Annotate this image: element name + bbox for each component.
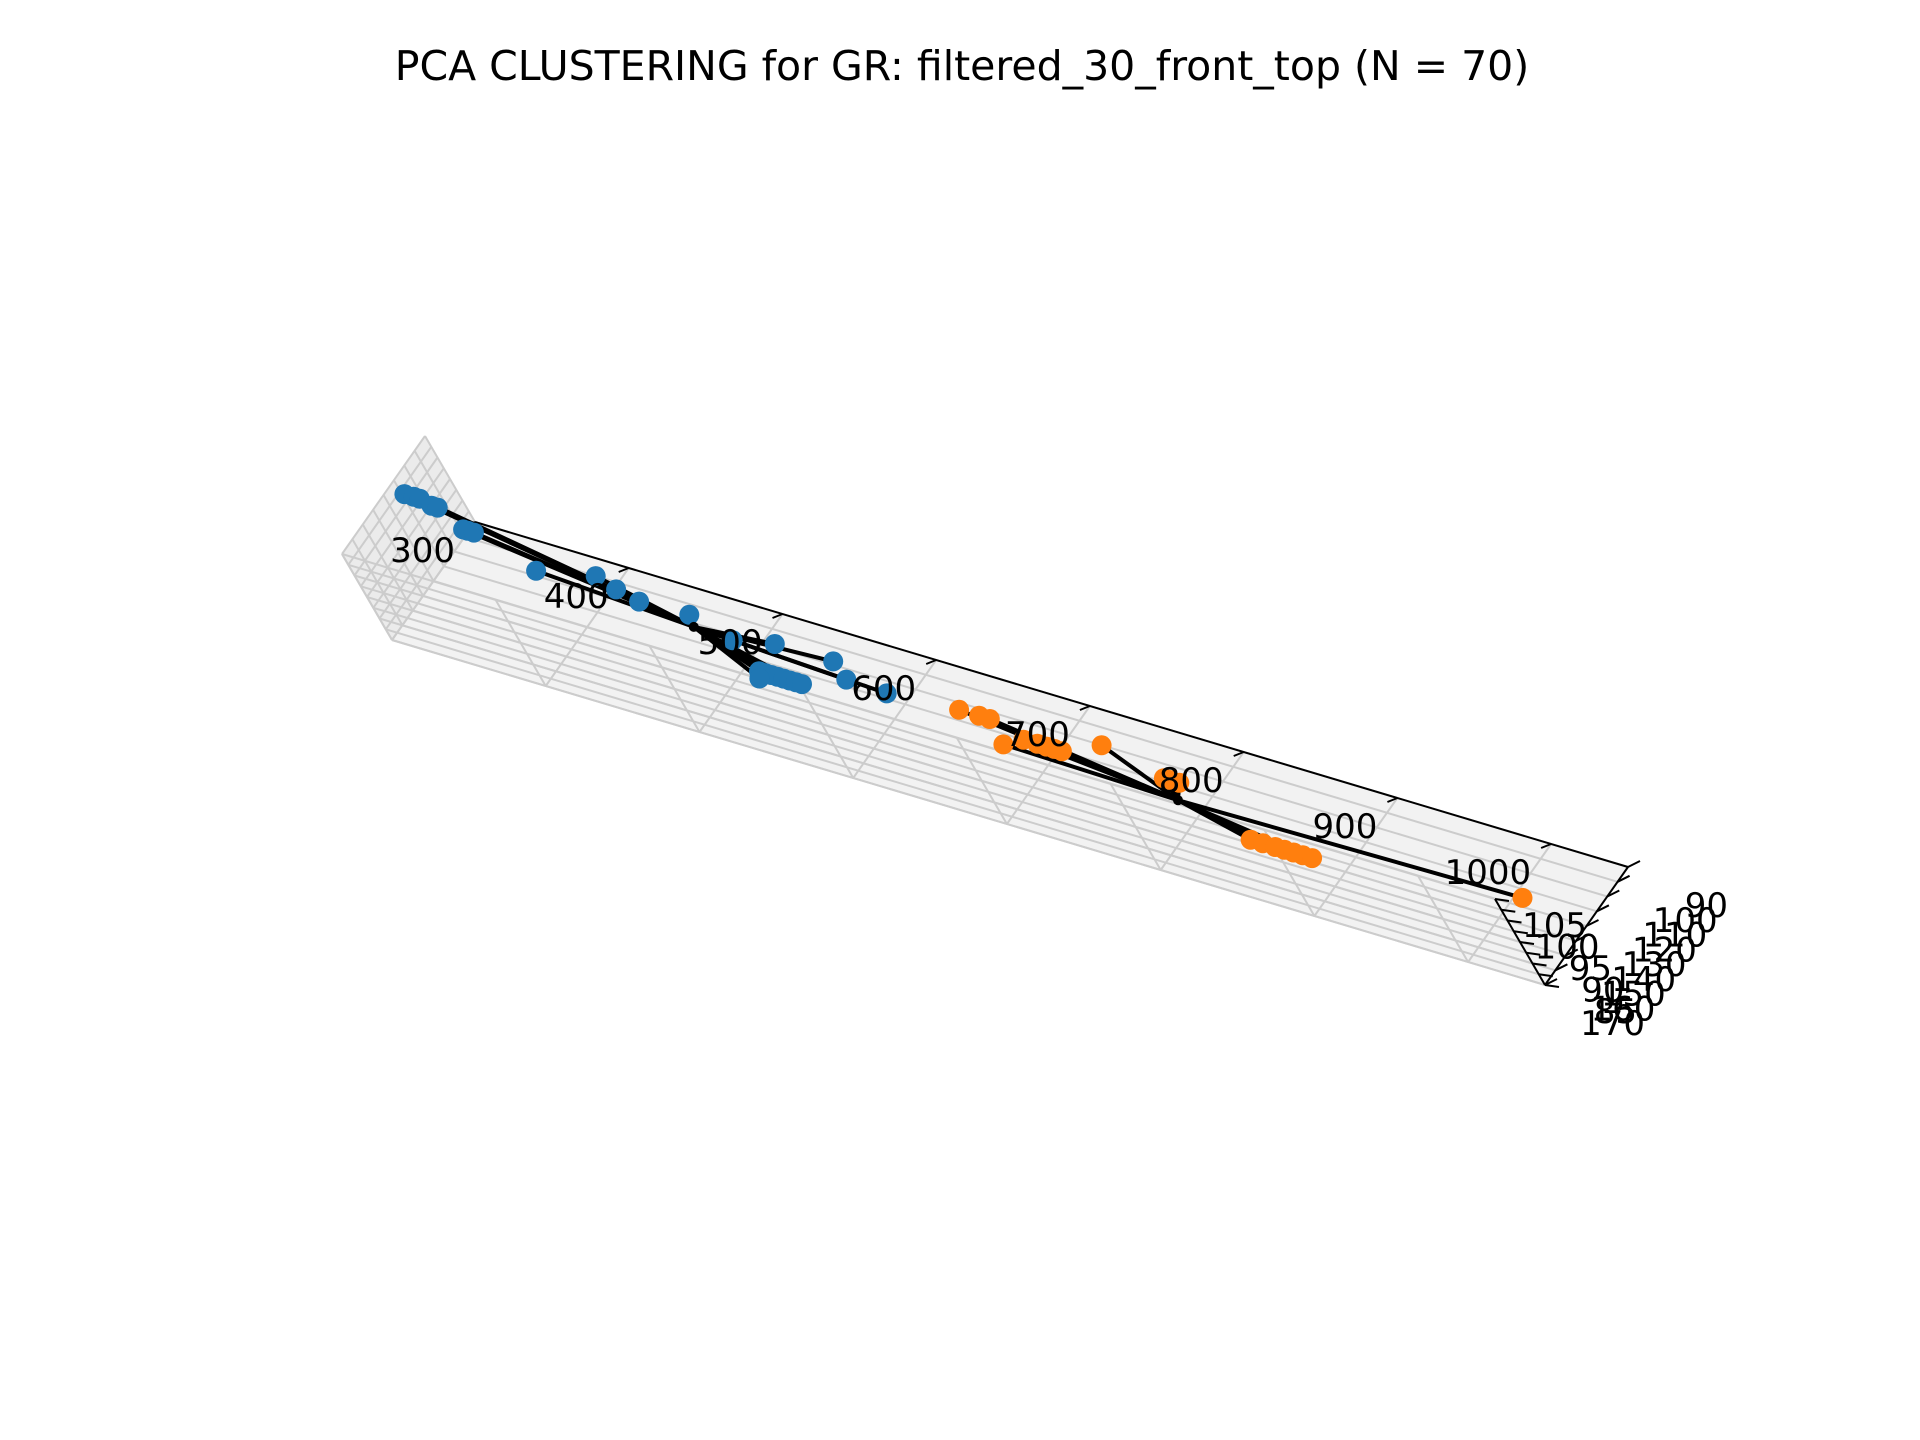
y-gridline bbox=[464, 535, 1618, 883]
cluster-1-point bbox=[1512, 887, 1533, 908]
z-tick-mark bbox=[1532, 962, 1547, 967]
cluster-0-point bbox=[606, 579, 627, 600]
x-tick-label: 900 bbox=[1312, 807, 1377, 847]
cluster-0-point bbox=[526, 560, 547, 581]
y-tick-label: 150 bbox=[1601, 975, 1666, 1015]
cluster-1-point bbox=[1302, 848, 1323, 869]
x-axis-line bbox=[474, 521, 1629, 868]
z-tick-mark bbox=[1544, 984, 1560, 988]
x-tick-mark bbox=[1233, 751, 1245, 757]
z-gridline bbox=[378, 499, 464, 620]
cluster-edge bbox=[1002, 742, 1179, 803]
axes bbox=[464, 521, 1641, 988]
z-tick-label: 95 bbox=[1569, 949, 1612, 989]
cluster-0-point bbox=[427, 497, 448, 518]
z-tick-label: 90 bbox=[1581, 971, 1624, 1011]
z-gridline bbox=[391, 639, 1546, 986]
tick-labels: 3004005006007008009001000901001101201301… bbox=[390, 531, 1728, 1044]
x-tick-mark bbox=[1540, 843, 1552, 849]
y-tick-label: 130 bbox=[1622, 945, 1687, 985]
z-tick-mark bbox=[1538, 973, 1553, 978]
cluster-0-point bbox=[764, 634, 785, 654]
y-tick-label: 160 bbox=[1590, 989, 1655, 1029]
z-gridline bbox=[354, 574, 1508, 922]
x-tick-label: 600 bbox=[851, 669, 916, 709]
z-tick-mark bbox=[1494, 898, 1510, 902]
cluster-1-point bbox=[1091, 735, 1112, 756]
z-gridline bbox=[379, 617, 1533, 965]
z-tick-label: 85 bbox=[1594, 992, 1637, 1032]
cluster-0-point bbox=[749, 668, 770, 689]
y-tick-label: 110 bbox=[1642, 916, 1707, 956]
y-tick-label: 170 bbox=[1580, 1004, 1645, 1044]
cluster-0-point bbox=[463, 522, 484, 543]
cluster-0-point bbox=[836, 669, 857, 690]
x-tick-label: 700 bbox=[1005, 715, 1070, 755]
y-tick-mark bbox=[1606, 889, 1620, 898]
cluster-0-point bbox=[722, 630, 743, 651]
x-tick-mark bbox=[1079, 705, 1091, 711]
z-gridline bbox=[347, 446, 433, 566]
y-tick-mark bbox=[1544, 978, 1558, 986]
z-gridline bbox=[373, 606, 1527, 954]
z-gridline bbox=[341, 553, 1496, 900]
y-tick-mark bbox=[1617, 874, 1631, 883]
y-tick-mark bbox=[1586, 919, 1599, 927]
z-gridline bbox=[348, 563, 1502, 911]
y-tick-mark bbox=[1565, 948, 1579, 957]
cluster-1-point bbox=[1051, 741, 1072, 762]
centroid-1 bbox=[1173, 795, 1183, 806]
x-tick-mark bbox=[1387, 797, 1398, 803]
cluster-0-point bbox=[585, 566, 606, 587]
y-tick-mark bbox=[1627, 860, 1641, 868]
cluster-edge bbox=[692, 625, 761, 681]
cluster-0-point bbox=[679, 604, 700, 625]
data-points bbox=[394, 484, 1533, 908]
y-tick-mark bbox=[1596, 904, 1610, 913]
z-tick-mark bbox=[1519, 941, 1535, 945]
z-tick-mark bbox=[1526, 951, 1541, 956]
z-gridline bbox=[360, 585, 1515, 933]
z-tick-mark bbox=[1501, 908, 1516, 913]
cluster-centroids bbox=[688, 621, 1183, 806]
z-gridline bbox=[385, 628, 1540, 976]
x-tick-mark bbox=[618, 567, 630, 573]
x-tick-label: 300 bbox=[390, 531, 455, 571]
cluster-edge bbox=[1100, 743, 1180, 802]
cluster-0-point bbox=[792, 674, 812, 695]
y-tick-label: 140 bbox=[1611, 960, 1676, 1000]
z-gridline bbox=[359, 467, 445, 587]
y-tick-label: 90 bbox=[1685, 886, 1728, 926]
x-tick-mark bbox=[772, 613, 783, 619]
z-tick-label: 105 bbox=[1522, 906, 1587, 946]
cluster-0-point bbox=[823, 651, 844, 672]
z-tick-mark bbox=[1513, 930, 1528, 935]
cluster-0-point bbox=[629, 591, 650, 612]
x-tick-mark bbox=[925, 659, 937, 665]
y-tick-mark bbox=[1575, 933, 1589, 942]
y-tick-mark bbox=[1554, 963, 1568, 972]
cluster-1-point bbox=[1169, 772, 1190, 793]
y-tick-label: 120 bbox=[1632, 930, 1697, 970]
x-tick-label: 500 bbox=[698, 623, 763, 663]
z-tick-label: 100 bbox=[1535, 928, 1600, 968]
y-tick-label: 100 bbox=[1653, 901, 1718, 941]
cluster-edge bbox=[1177, 798, 1524, 900]
x-tick-label: 400 bbox=[544, 577, 609, 617]
chart-title: PCA CLUSTERING for GR: filtered_30_front… bbox=[395, 42, 1530, 90]
cluster-1-point bbox=[949, 699, 970, 720]
z-gridline bbox=[366, 596, 1521, 943]
z-gridline bbox=[353, 456, 439, 577]
cluster-edge bbox=[693, 624, 834, 664]
x-tick-label: 800 bbox=[1159, 761, 1224, 801]
cluster-1-point bbox=[979, 709, 1000, 729]
x-tick-label: 1000 bbox=[1445, 853, 1532, 893]
z-tick-mark bbox=[1507, 919, 1522, 924]
centroid-0 bbox=[688, 621, 699, 632]
z-gridline bbox=[341, 435, 426, 555]
cluster-0-point bbox=[876, 683, 897, 704]
cluster-1-point bbox=[993, 734, 1014, 755]
